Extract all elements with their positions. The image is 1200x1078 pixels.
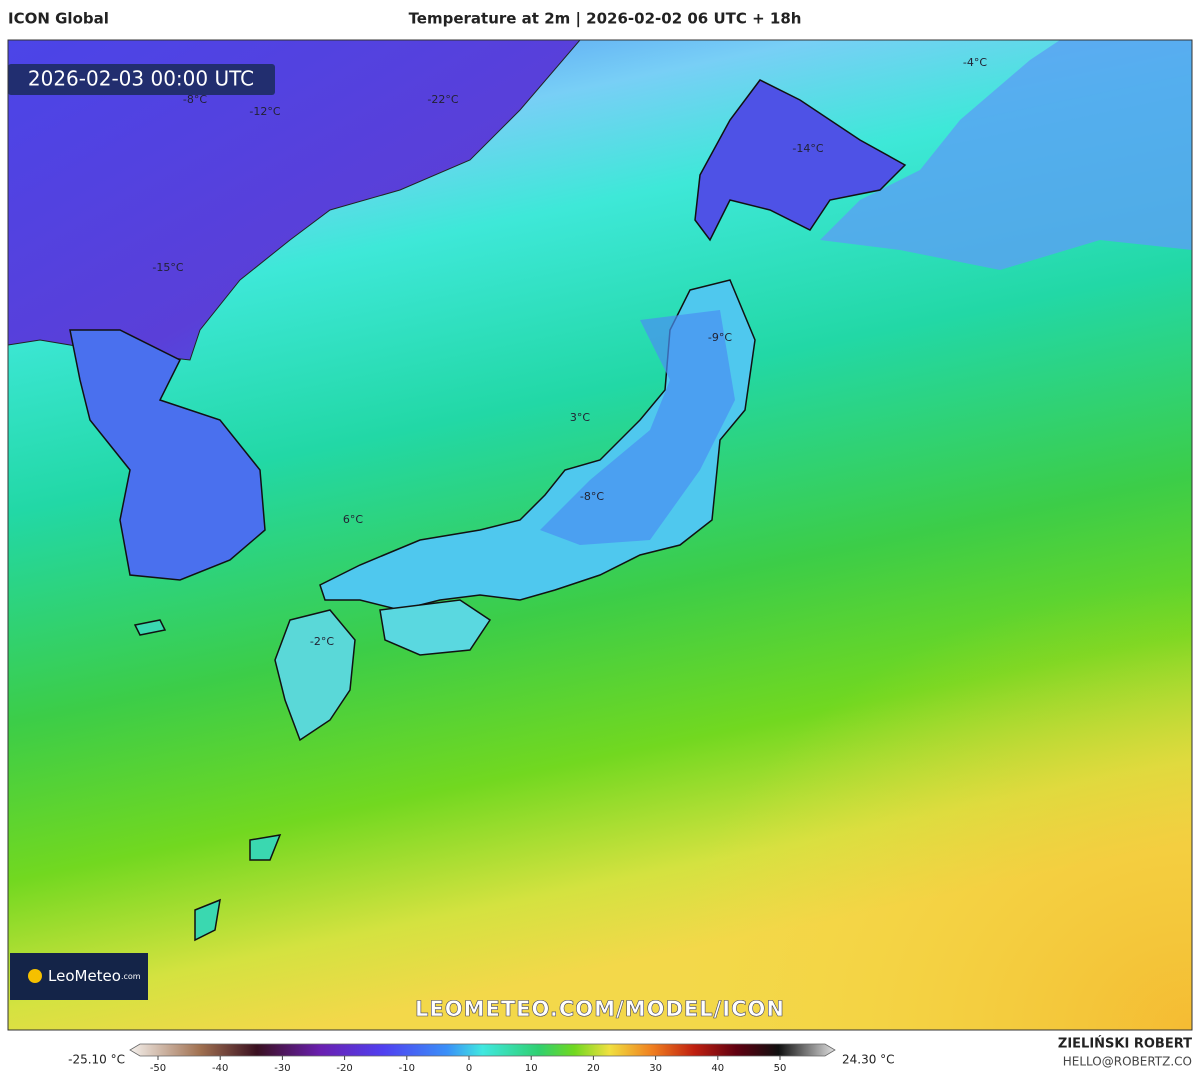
logo: LeoMeteo.com xyxy=(48,967,141,985)
model-name: ICON Global xyxy=(8,10,109,28)
shikoku xyxy=(379,599,492,656)
temp-label: -8°C xyxy=(580,490,604,503)
temp-label: -14°C xyxy=(792,142,823,155)
temp-label: -8°C xyxy=(183,93,207,106)
map-frame xyxy=(7,39,1193,1031)
logo-sun xyxy=(28,969,42,983)
map: -8°C -12°C -22°C -4°C -14°C -15°C -9°C 3… xyxy=(8,40,1192,1030)
colorbar: -50 -40 -30 -20 -10 0 10 20 30 40 50 xyxy=(129,1043,836,1074)
mountains xyxy=(540,310,735,545)
watermark: LEOMETEO.COM/MODEL/ICON xyxy=(415,997,785,1021)
colorbar-bar xyxy=(129,1043,836,1057)
colorbar-tick-label: 50 xyxy=(774,1063,787,1074)
kyushu xyxy=(274,609,356,742)
author: ZIELIŃSKI ROBERT xyxy=(1058,1036,1192,1052)
time-box xyxy=(8,64,275,95)
colorbar-tick-label: -30 xyxy=(274,1063,290,1074)
colorbar-max: 24.30 °C xyxy=(842,1053,895,1067)
colorbar-tick-label: 30 xyxy=(649,1063,662,1074)
temp-label: -22°C xyxy=(427,93,458,106)
colorbar-tick-label: 0 xyxy=(466,1063,472,1074)
colorbar-tick-label: 40 xyxy=(711,1063,724,1074)
temp-label: -12°C xyxy=(249,105,280,118)
temp-label: -15°C xyxy=(152,261,183,274)
colorbar-tick-label: -50 xyxy=(150,1063,166,1074)
korea xyxy=(69,329,266,581)
temp-label: 3°C xyxy=(570,411,590,424)
colorbar-tick-label: -20 xyxy=(336,1063,352,1074)
colorbar-tick-label: -10 xyxy=(399,1063,415,1074)
colorbar-min: -25.10 °C xyxy=(68,1053,125,1067)
contact: HELLO@ROBERTZ.CO xyxy=(1063,1055,1192,1069)
islands xyxy=(133,619,282,942)
cold-sea xyxy=(820,40,1192,270)
hokkaido xyxy=(694,79,907,242)
colorbar-tick-label: 20 xyxy=(587,1063,600,1074)
continent xyxy=(8,40,581,361)
temp-label: 6°C xyxy=(343,513,363,526)
temp-label: -4°C xyxy=(963,56,987,69)
temp-label: -2°C xyxy=(310,635,334,648)
map-title: Temperature at 2m | 2026-02-02 06 UTC + … xyxy=(409,10,802,29)
logo-text: LeoMeteo xyxy=(48,967,121,985)
valid-time: 2026-02-03 00:00 UTC xyxy=(28,67,254,91)
colorbar-tick-label: 10 xyxy=(525,1063,538,1074)
logo-suffix: .com xyxy=(121,972,141,981)
temp-label: -9°C xyxy=(708,331,732,344)
colorbar-tick-label: -40 xyxy=(212,1063,228,1074)
